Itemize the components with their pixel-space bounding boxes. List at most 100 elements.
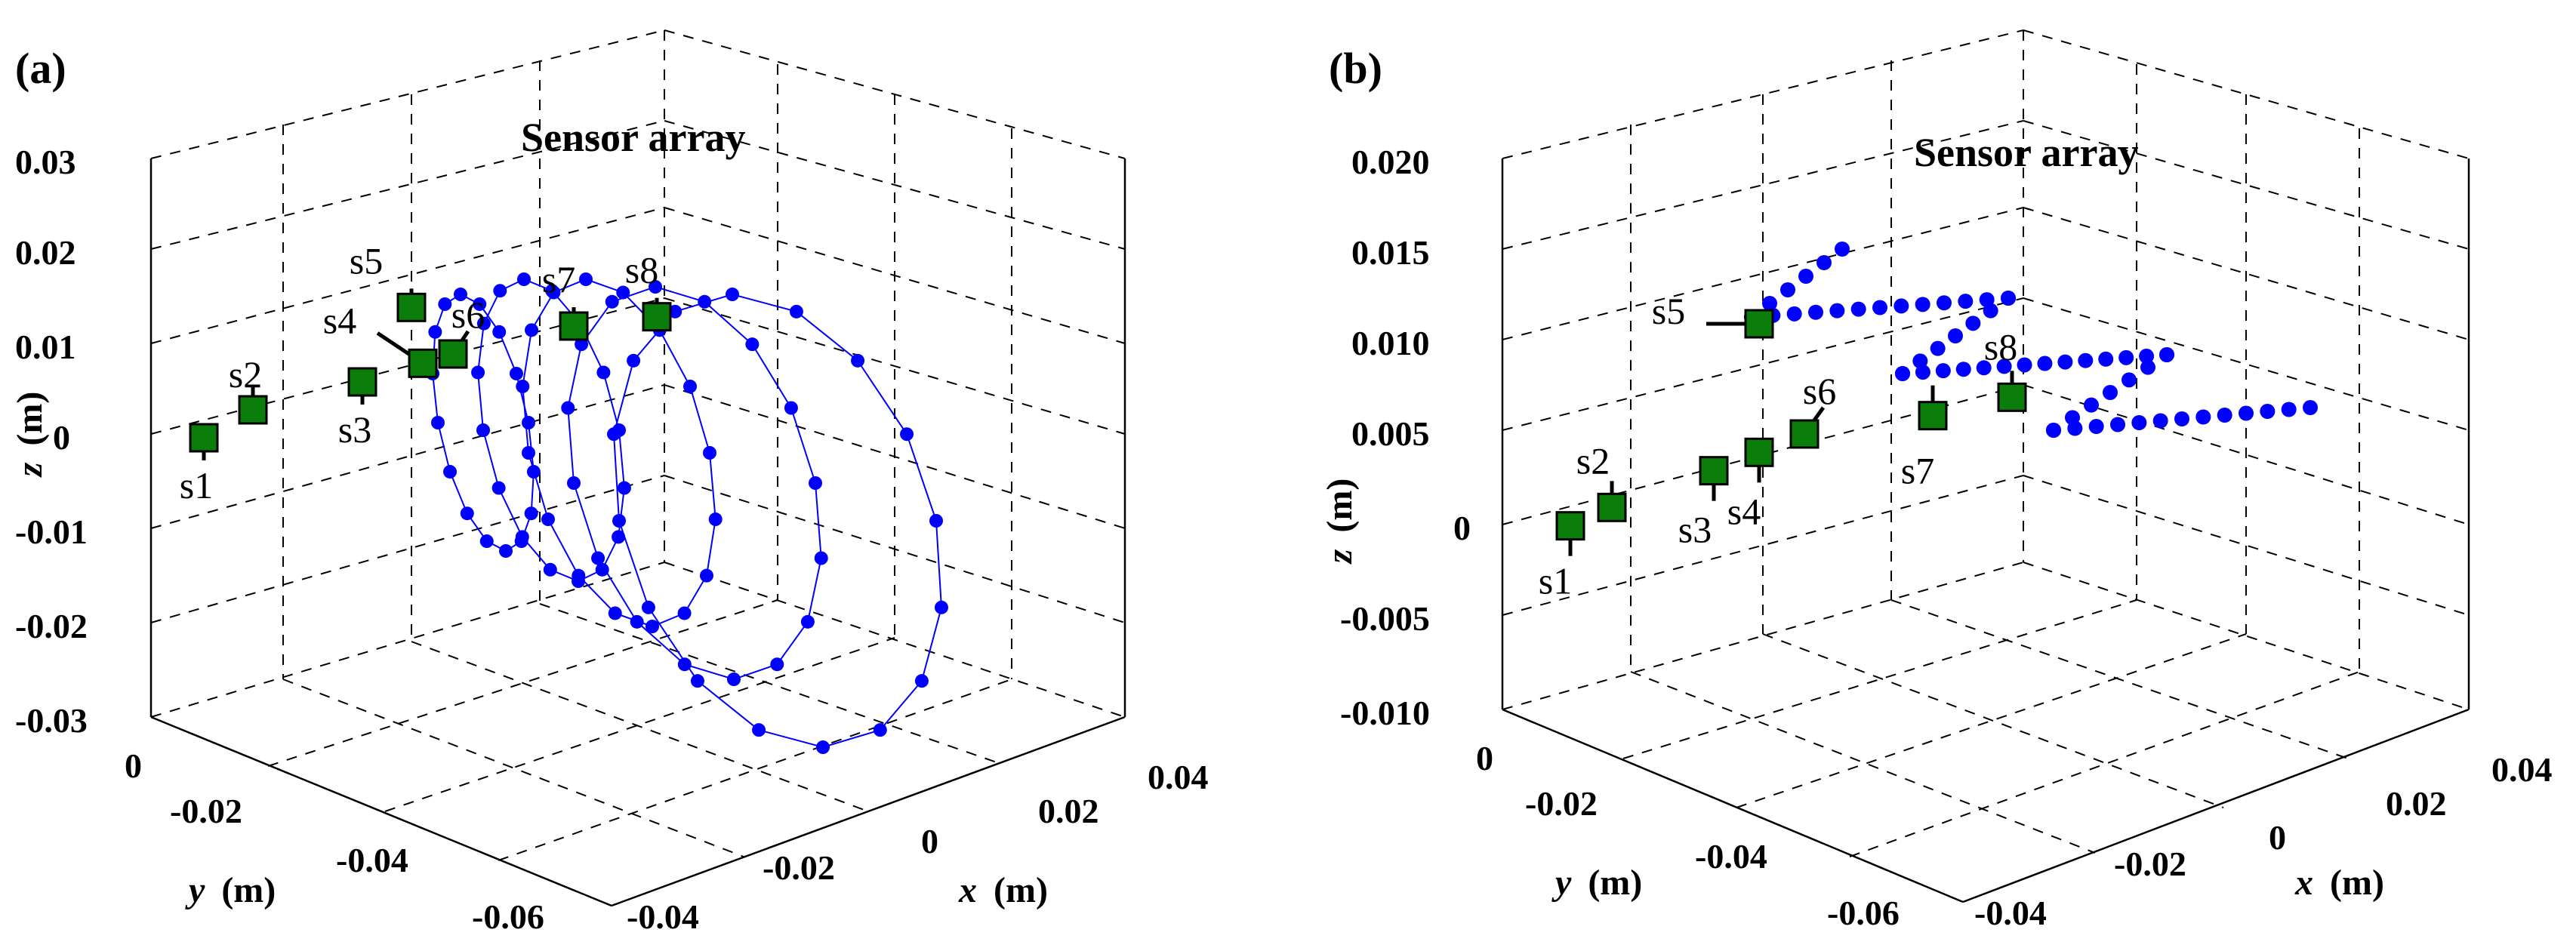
z-tick: 0.01 bbox=[15, 328, 76, 366]
sensor-marker bbox=[189, 423, 219, 453]
y-tick: -0.04 bbox=[1695, 837, 1767, 876]
z-tick: 0.005 bbox=[1351, 414, 1430, 453]
panel-b-title: Sensor array bbox=[1914, 130, 2138, 175]
trajectory-point bbox=[698, 294, 712, 309]
trajectory-point bbox=[726, 288, 739, 301]
sensor-marker bbox=[1997, 382, 2027, 412]
trajectory-point bbox=[929, 514, 943, 528]
trajectory-point bbox=[2140, 359, 2155, 375]
trajectory-point bbox=[816, 740, 830, 754]
panel-a-y-label: y (m) bbox=[185, 870, 276, 910]
trajectory-point bbox=[2174, 411, 2189, 426]
trajectory-point bbox=[630, 614, 644, 629]
trajectory-point bbox=[770, 657, 784, 672]
panel-b-x-label: x (m) bbox=[2294, 863, 2384, 903]
sensor-label: s5 bbox=[350, 239, 383, 282]
trajectory-point bbox=[547, 285, 561, 300]
trajectory-point bbox=[1915, 365, 1930, 380]
trajectory-point bbox=[1893, 298, 1909, 314]
y-tick: -0.04 bbox=[336, 841, 408, 879]
trajectory-point bbox=[1850, 301, 1866, 317]
trajectory-point bbox=[683, 379, 698, 393]
trajectory-point bbox=[2001, 291, 2016, 306]
panel-a-label: (a) bbox=[15, 44, 66, 93]
sensor-label: s6 bbox=[1803, 370, 1836, 412]
sensor-label: s1 bbox=[1539, 560, 1572, 602]
panel-b-z-ticks: 0.020 0.015 0.010 0.005 0 -0.005 -0.010 bbox=[1340, 143, 1471, 732]
trajectory-point bbox=[476, 316, 491, 331]
trajectory-point bbox=[2281, 402, 2297, 417]
trajectory-point bbox=[509, 366, 523, 380]
sensor-marker bbox=[1744, 437, 1774, 467]
x-tick: -0.02 bbox=[763, 848, 835, 887]
sensor-label: s4 bbox=[1727, 490, 1761, 532]
trajectory-point bbox=[900, 427, 914, 442]
panel-a-trajectory bbox=[426, 272, 948, 754]
trajectory-point bbox=[561, 401, 575, 415]
trajectory-point bbox=[517, 272, 531, 286]
trajectory-point bbox=[1780, 282, 1795, 297]
sensor-label: s1 bbox=[180, 464, 213, 506]
trajectory-point bbox=[627, 353, 641, 368]
z-tick: 0 bbox=[1453, 509, 1471, 547]
trajectory-point bbox=[2037, 355, 2053, 371]
trajectory-point bbox=[493, 284, 507, 298]
trajectory-point bbox=[612, 530, 626, 544]
sensor-label: s8 bbox=[625, 249, 658, 291]
panel-a-sensors: s1 s2 s3 s4 s5 s6 s7 s8 bbox=[180, 239, 672, 506]
trajectory-point bbox=[2098, 351, 2114, 367]
trajectory-point bbox=[1808, 304, 1823, 320]
z-tick: -0.005 bbox=[1340, 599, 1430, 638]
panel-b: (b) Sensor array bbox=[1320, 29, 2553, 932]
trajectory-point bbox=[784, 401, 798, 415]
trajectory-point bbox=[524, 506, 538, 521]
trajectory-point bbox=[708, 512, 723, 527]
trajectory-point bbox=[668, 304, 683, 319]
trajectory-point bbox=[1762, 296, 1777, 311]
trajectory-point bbox=[2260, 404, 2276, 419]
trajectory-point bbox=[2131, 415, 2147, 430]
trajectory-point bbox=[591, 551, 605, 565]
trajectory-point bbox=[492, 325, 507, 339]
panel-a: (a) Sensor array bbox=[10, 29, 1209, 936]
trajectory-point bbox=[473, 297, 487, 311]
trajectory-point bbox=[1935, 363, 1951, 379]
panel-a-title: Sensor array bbox=[521, 115, 745, 160]
trajectory-point bbox=[2110, 417, 2125, 432]
trajectory-point bbox=[617, 481, 631, 495]
panel-b-y-ticks: 0 -0.02 -0.04 -0.06 bbox=[1476, 739, 1900, 932]
z-unit: (m) bbox=[10, 392, 50, 446]
panel-a-y-ticks: 0 -0.02 -0.04 -0.06 bbox=[125, 746, 544, 936]
sensor-label: s6 bbox=[451, 294, 485, 336]
x-tick: 0 bbox=[921, 822, 938, 860]
trajectory-point bbox=[1786, 306, 1802, 322]
trajectory-point bbox=[431, 416, 445, 429]
trajectory-point bbox=[789, 304, 803, 319]
trajectory-point bbox=[2078, 352, 2094, 368]
trajectory-point bbox=[677, 606, 692, 620]
trajectory-loop bbox=[567, 285, 822, 681]
trajectory-point bbox=[491, 481, 506, 495]
z-tick: 0.03 bbox=[15, 143, 76, 181]
trajectory-point bbox=[567, 476, 581, 490]
trajectory-point bbox=[2122, 372, 2137, 388]
y-tick: -0.02 bbox=[1525, 784, 1598, 823]
trajectory-point bbox=[476, 423, 490, 437]
sensor-label: s3 bbox=[1678, 509, 1712, 551]
trajectory-point bbox=[800, 614, 815, 629]
x-tick: -0.04 bbox=[627, 897, 699, 936]
trajectory-point bbox=[2103, 385, 2118, 400]
trajectory-point bbox=[607, 427, 621, 442]
x-tick: -0.02 bbox=[2114, 845, 2186, 883]
trajectory-point bbox=[608, 606, 622, 620]
sensor-marker bbox=[438, 339, 468, 369]
trajectory-point bbox=[479, 534, 494, 549]
trajectory-point bbox=[541, 512, 555, 527]
y-tick: 0 bbox=[125, 746, 142, 785]
trajectory-point bbox=[2046, 423, 2061, 438]
trajectory-point bbox=[2303, 400, 2318, 415]
trajectory-point bbox=[454, 288, 467, 301]
sensor-marker bbox=[1555, 511, 1585, 541]
x-tick: 0.02 bbox=[1038, 792, 1099, 830]
